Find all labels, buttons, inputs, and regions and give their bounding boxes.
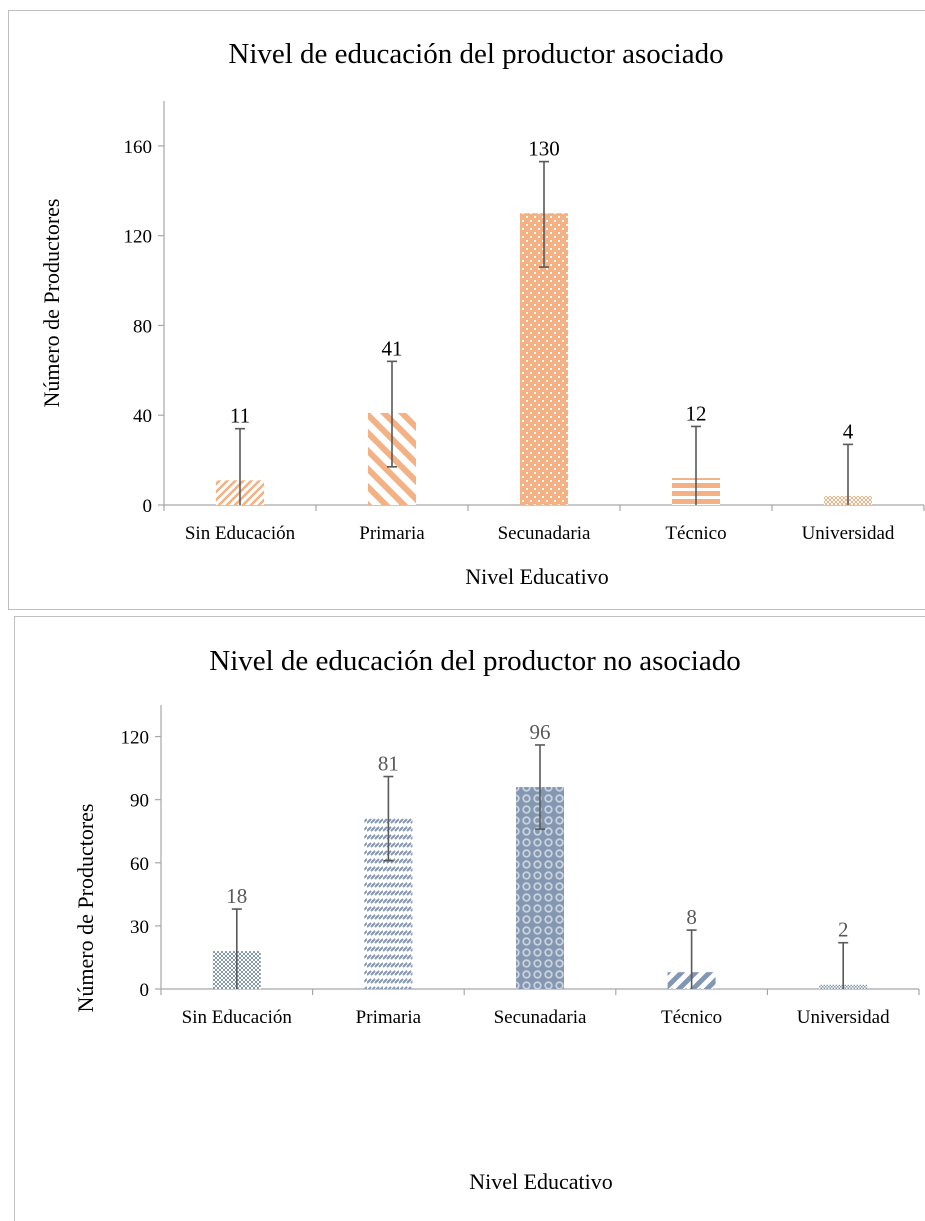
chart-no-asociado-svg: Nivel de educación del productor no asoc… xyxy=(73,645,920,1194)
chart-title: Nivel de educación del productor no asoc… xyxy=(209,645,740,677)
y-tick-label: 40 xyxy=(133,406,152,427)
y-axis-title: Número de Productores xyxy=(39,199,64,408)
y-tick-label: 120 xyxy=(121,728,150,749)
data-label: 4 xyxy=(843,419,854,443)
category-label: Primaria xyxy=(359,523,425,544)
category-label: Técnico xyxy=(661,1007,722,1028)
data-label: 18 xyxy=(226,884,247,908)
data-label: 41 xyxy=(382,336,403,360)
data-label: 11 xyxy=(230,404,250,428)
y-tick-label: 160 xyxy=(124,137,153,158)
chart-asociado: Nivel de educación del productor asociad… xyxy=(8,10,925,610)
chart-asociado-svg: Nivel de educación del productor asociad… xyxy=(39,38,925,589)
category-label: Sin Educación xyxy=(185,523,296,544)
x-axis-title: Nivel Educativo xyxy=(469,1169,613,1194)
category-label: Primaria xyxy=(356,1007,422,1028)
data-label: 81 xyxy=(378,752,399,776)
data-label: 8 xyxy=(686,905,697,929)
y-axis-title: Número de Productores xyxy=(73,804,98,1013)
y-tick-label: 0 xyxy=(143,496,153,517)
x-axis-title: Nivel Educativo xyxy=(465,564,609,589)
category-label: Universidad xyxy=(802,523,895,544)
y-tick-label: 0 xyxy=(140,980,150,1001)
y-tick-label: 30 xyxy=(130,917,149,938)
data-label: 2 xyxy=(838,918,849,942)
y-tick-label: 60 xyxy=(130,854,149,875)
data-label: 12 xyxy=(686,401,707,425)
y-tick-label: 120 xyxy=(124,227,153,248)
category-label: Técnico xyxy=(665,523,726,544)
category-label: Secunadaria xyxy=(494,1007,587,1028)
y-tick-label: 90 xyxy=(130,791,149,812)
chart-title: Nivel de educación del productor asociad… xyxy=(228,38,723,70)
data-label: 130 xyxy=(528,137,560,161)
category-label: Sin Educación xyxy=(182,1007,293,1028)
category-label: Universidad xyxy=(797,1007,890,1028)
chart-no-asociado: Nivel de educación del productor no asoc… xyxy=(14,616,925,1221)
data-label: 96 xyxy=(530,720,551,744)
category-label: Secunadaria xyxy=(498,523,591,544)
y-tick-label: 80 xyxy=(133,316,152,337)
